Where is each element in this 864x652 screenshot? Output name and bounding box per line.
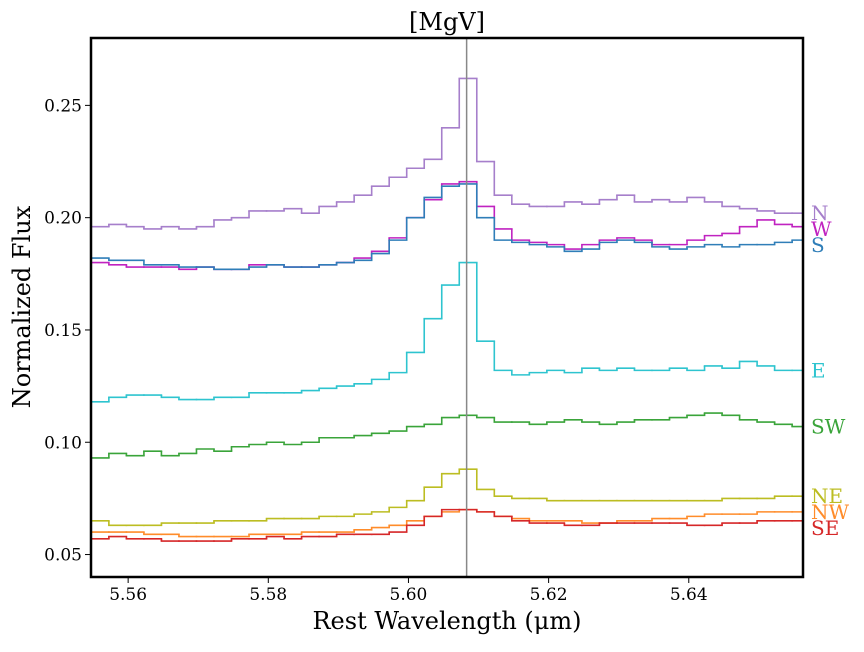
x-tick-label: 5.58 <box>249 585 287 605</box>
y-tick-label: 0.15 <box>44 321 82 341</box>
y-tick-label: 0.05 <box>44 546 82 566</box>
series-1 <box>91 180 803 271</box>
y-tick-label: 0.25 <box>44 96 82 116</box>
series-5 <box>91 468 803 527</box>
series-label: NE <box>811 484 843 508</box>
plot-frame <box>89 36 805 579</box>
x-tick-label: 5.64 <box>670 585 708 605</box>
step-riser <box>108 413 793 458</box>
series-label: W <box>811 217 832 241</box>
x-tick-label: 5.60 <box>390 585 428 605</box>
series-label: E <box>811 358 826 382</box>
x-tick-label: 5.56 <box>109 585 147 605</box>
y-axis-label: Normalized Flux <box>8 205 36 408</box>
step-riser <box>108 78 776 229</box>
series-label: NW <box>811 500 850 524</box>
series-2 <box>91 183 803 271</box>
series-label: S <box>811 233 825 257</box>
series-4 <box>91 412 803 459</box>
step-riser <box>108 262 776 402</box>
series-label: N <box>811 201 829 225</box>
x-tick-label: 5.62 <box>530 585 568 605</box>
step-riser <box>108 181 793 270</box>
y-tick-label: 0.10 <box>44 433 82 453</box>
series-3 <box>91 261 803 403</box>
series-label: SW <box>811 415 846 439</box>
x-axis-label: Rest Wavelength (μm) <box>312 607 581 635</box>
step-riser <box>108 183 793 270</box>
series-0 <box>91 77 803 230</box>
chart-title: [MgV] <box>409 8 485 36</box>
series-label: SE <box>811 516 839 540</box>
y-tick-label: 0.20 <box>44 209 82 229</box>
series-7 <box>91 508 803 542</box>
plot-area <box>91 77 803 542</box>
